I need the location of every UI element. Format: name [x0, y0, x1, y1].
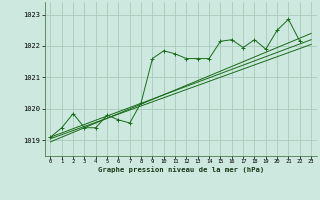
X-axis label: Graphe pression niveau de la mer (hPa): Graphe pression niveau de la mer (hPa) — [98, 166, 264, 173]
